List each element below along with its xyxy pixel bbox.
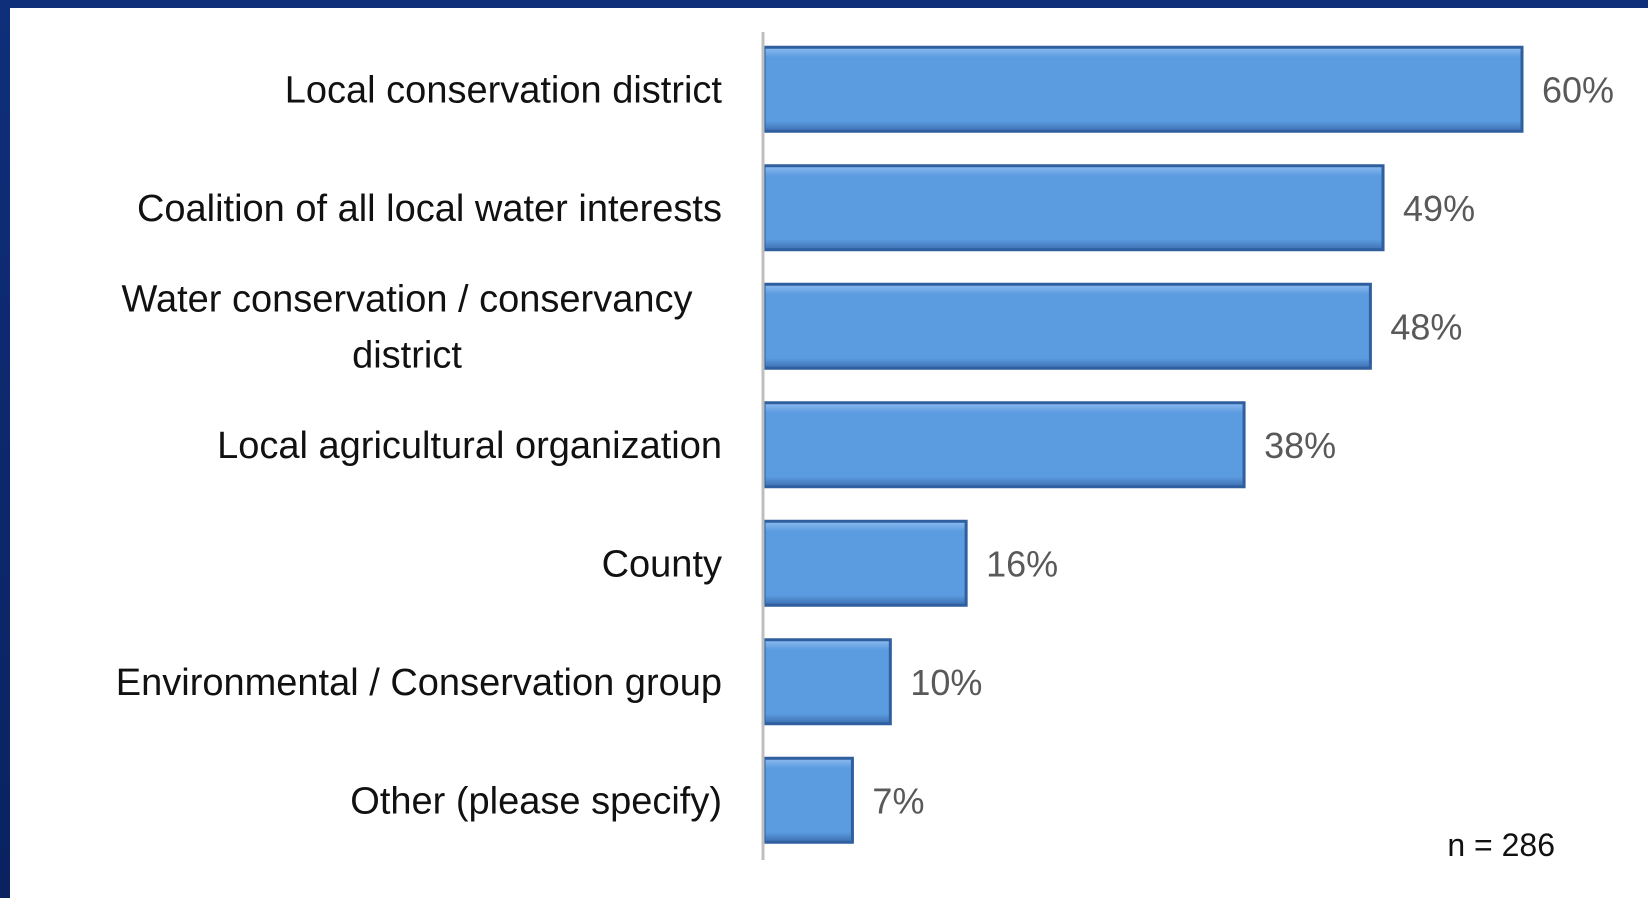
bar-6 (762, 638, 892, 726)
bar-5 (762, 519, 968, 607)
bar-3 (762, 282, 1372, 370)
value-labels-group: 60% 49% 48% 38% 16% 10% 7% (872, 69, 1614, 821)
chart-frame: Local conservation district Coalition of … (10, 8, 1648, 898)
value-label-4: 38% (1264, 425, 1336, 466)
category-label-2: Coalition of all local water interests (137, 188, 722, 230)
value-label-7: 7% (872, 780, 924, 821)
category-label-7: Other (please specify) (350, 780, 722, 822)
category-label-6: Environmental / Conservation group (116, 662, 722, 704)
bar-2 (762, 164, 1385, 252)
category-label-1: Local conservation district (285, 69, 723, 111)
category-label-3: Water conservation / conservancy district (122, 278, 693, 376)
category-label-4: Local agricultural organization (217, 425, 722, 467)
bar-1 (762, 45, 1524, 133)
category-label-5: County (602, 543, 722, 585)
value-label-6: 10% (910, 662, 982, 703)
category-labels-group: Local conservation district Coalition of … (116, 69, 723, 822)
sample-size-note: n = 286 (1447, 827, 1555, 863)
bar-4 (762, 401, 1246, 489)
bars-group (762, 45, 1524, 844)
value-label-3: 48% (1390, 306, 1462, 347)
bar-7 (762, 756, 854, 844)
value-label-5: 16% (986, 543, 1058, 584)
value-label-1: 60% (1542, 69, 1614, 110)
bar-chart: Local conservation district Coalition of … (116, 32, 1614, 863)
value-label-2: 49% (1403, 188, 1475, 229)
